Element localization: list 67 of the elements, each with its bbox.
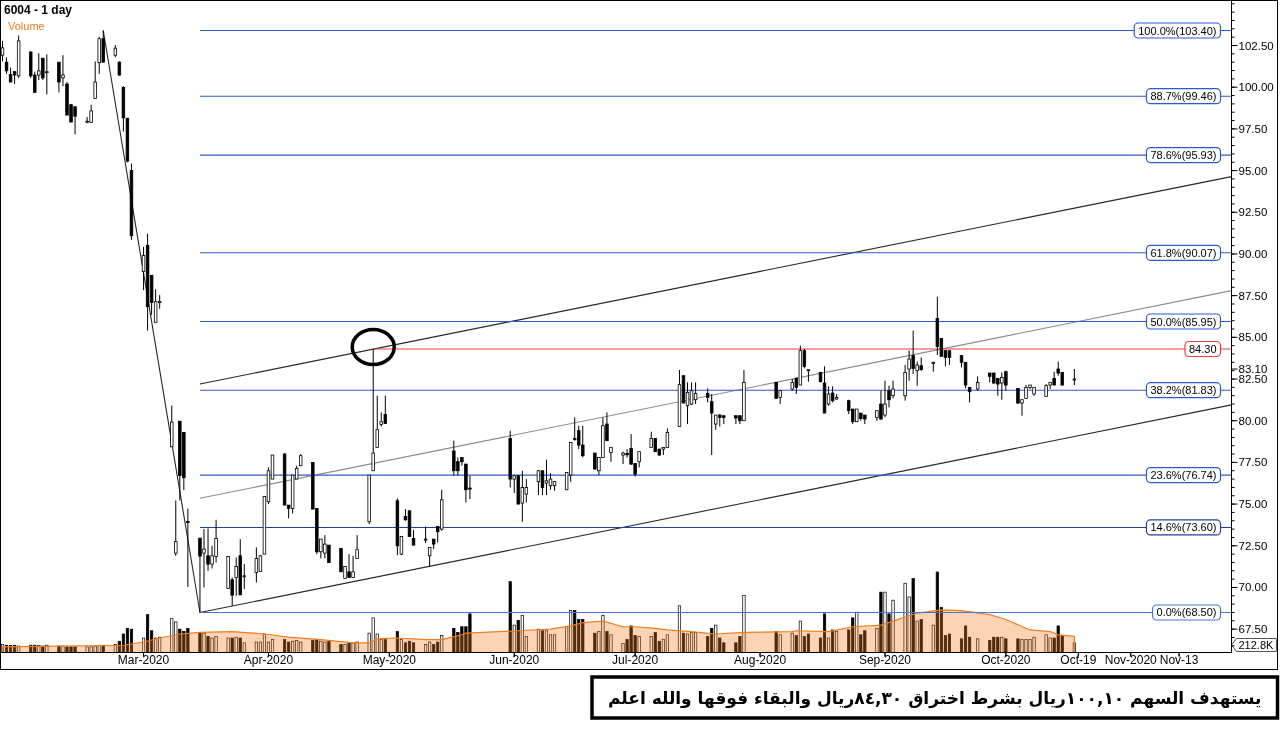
candlestick <box>101 30 105 63</box>
y-tick-label: 92.50 <box>1238 206 1268 219</box>
text: 212.8K <box>1238 639 1275 651</box>
candlestick <box>371 348 375 472</box>
y-tick-label: 75.00 <box>1238 498 1268 511</box>
candlestick <box>709 393 714 456</box>
x-tick-label: Oct-19 <box>1060 653 1097 667</box>
x-tick-label: Jul-2020 <box>612 653 659 667</box>
chart-title: 6004 - 1 day <box>4 3 73 17</box>
y-tick-label: 100.00 <box>1238 81 1274 94</box>
candlestick <box>806 369 811 383</box>
series-label: 14.6%(73.60) <box>1150 521 1217 534</box>
x-tick-label: Jun-2020 <box>489 653 540 667</box>
text: Volume <box>8 20 45 32</box>
candlestick <box>1000 371 1004 401</box>
series-label: 0.0%(68.50) <box>1156 606 1217 619</box>
x-tick-label: May-2020 <box>362 653 417 667</box>
candlestick <box>581 425 585 458</box>
text: يستهدف السهم ١٠٠,١٠ريال بشرط اختراق ٨٤,٣٠ريال والبقاء فوقها والله اعلم <box>608 687 1262 709</box>
candlestick <box>520 470 525 523</box>
candlestick <box>609 446 613 463</box>
candlestick <box>665 427 670 448</box>
series-label: 61.8%(90.07) <box>1150 246 1217 259</box>
x-tick-label: Nov-2020 <box>1104 653 1158 667</box>
candlestick <box>452 440 456 477</box>
candlestick <box>734 415 738 425</box>
series-label: 84.30 <box>1188 343 1217 356</box>
y-tick-label: 90.00 <box>1238 247 1268 260</box>
x-tick-label: Apr-2020 <box>243 653 294 667</box>
y-tick-label: 83.10 <box>1238 363 1268 376</box>
candlestick <box>536 469 541 496</box>
series-label: 23.6%(76.74) <box>1150 469 1217 482</box>
candlestick <box>621 451 625 465</box>
y-tick-label: 102.50 <box>1238 39 1274 52</box>
candlestick <box>427 546 432 567</box>
x-tick-label: Sep-2020 <box>858 653 912 667</box>
series-label: 78.6%(95.93) <box>1150 149 1217 162</box>
x-tick-label: Nov-13 <box>1159 653 1199 667</box>
candlestick <box>202 528 206 588</box>
y-tick-label: 87.50 <box>1238 289 1268 302</box>
x-tick-label: Oct-2020 <box>981 653 1031 667</box>
candlestick <box>883 380 887 418</box>
y-tick-label: 77.50 <box>1238 456 1268 469</box>
y-tick-label: 97.50 <box>1238 122 1268 135</box>
candlestick <box>572 416 577 442</box>
candlestick <box>524 478 529 503</box>
candlestick <box>347 553 351 578</box>
y-tick-label: 72.50 <box>1238 539 1268 552</box>
y-tick-label: 95.00 <box>1238 164 1268 177</box>
y-tick-label: 80.00 <box>1238 414 1268 427</box>
x-tick-label: Aug-2020 <box>734 653 787 667</box>
candlestick <box>540 470 545 496</box>
y-tick-label: 85.00 <box>1238 331 1268 344</box>
candlestick <box>323 534 327 559</box>
y-tick-label: 70.00 <box>1238 581 1268 594</box>
candlestick <box>73 106 77 135</box>
y-tick-label: 82.50 <box>1238 373 1268 386</box>
series-label: 100.0%(103.40) <box>1138 24 1217 37</box>
x-tick-label: Mar-2020 <box>117 653 170 667</box>
candlestick <box>383 395 388 425</box>
candlestick <box>174 499 178 557</box>
series-label: 50.0%(85.95) <box>1150 315 1217 328</box>
series-label: 88.7%(99.46) <box>1150 90 1217 103</box>
candlestick <box>186 508 190 588</box>
candlestick <box>45 53 49 95</box>
series-label: 38.2%(81.83) <box>1150 384 1217 397</box>
y-tick-label: 67.50 <box>1238 623 1268 636</box>
